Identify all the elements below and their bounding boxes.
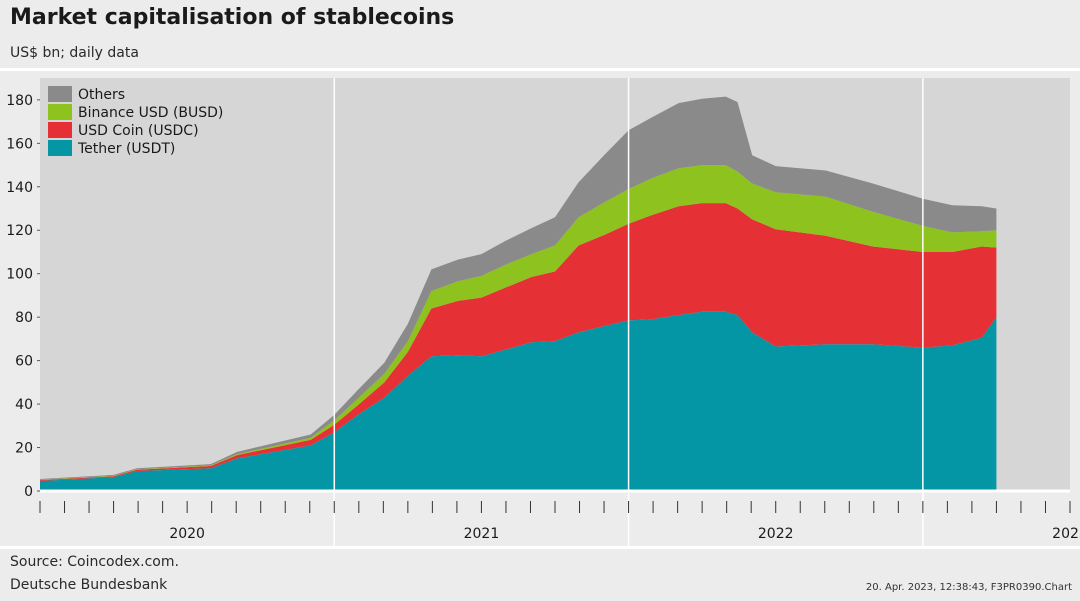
y-tick-label-100: 100 bbox=[6, 267, 33, 283]
legend-label-tether-usdt: Tether (USDT) bbox=[77, 141, 175, 157]
year-gridlines bbox=[40, 78, 1070, 546]
y-tick-label-120: 120 bbox=[6, 223, 33, 239]
y-tick-label-20: 20 bbox=[15, 441, 33, 457]
area-tether-usdt bbox=[40, 311, 997, 491]
legend: Others Binance USD (BUSD) USD Coin (USDC) T… bbox=[48, 86, 223, 157]
area-usd-coin-usdc bbox=[40, 203, 997, 481]
y-tick-label-0: 0 bbox=[24, 484, 33, 500]
y-tick-label-40: 40 bbox=[15, 397, 33, 413]
legend-swatch-binance-usd-busd bbox=[48, 104, 72, 120]
area-series-group bbox=[40, 96, 997, 491]
chart-subtitle: US$ bn; daily data bbox=[10, 45, 139, 61]
y-tick-label-140: 140 bbox=[6, 180, 33, 196]
x-year-label-2021: 2021 bbox=[464, 526, 500, 542]
y-axis: 0 20 40 60 80 100 120 140 160 180 bbox=[6, 93, 40, 500]
legend-label-usd-coin-usdc: USD Coin (USDC) bbox=[78, 123, 199, 139]
y-tick-label-180: 180 bbox=[6, 93, 33, 109]
legend-swatch-usd-coin-usdc bbox=[48, 122, 72, 138]
source-note: Source: Coincodex.com. bbox=[10, 554, 179, 570]
x-axis: 2020 2021 2022 2023 bbox=[39, 501, 1080, 542]
x-year-label-2020: 2020 bbox=[169, 526, 205, 542]
legend-swatch-others bbox=[48, 86, 72, 102]
chart-title: Market capitalisation of stablecoins bbox=[10, 5, 455, 30]
timestamp-stamp: 20. Apr. 2023, 12:38:43, F3PR0390.Chart bbox=[865, 582, 1072, 593]
y-tick-label-160: 160 bbox=[6, 136, 33, 152]
legend-swatch-tether-usdt bbox=[48, 140, 72, 156]
x-year-label-2022: 2022 bbox=[758, 526, 794, 542]
y-tick-label-80: 80 bbox=[15, 310, 33, 326]
x-year-label-2023: 2023 bbox=[1052, 526, 1080, 542]
legend-label-others: Others bbox=[78, 87, 125, 103]
publisher-name: Deutsche Bundesbank bbox=[10, 577, 168, 593]
footer-divider bbox=[0, 546, 1080, 549]
header-divider bbox=[0, 68, 1080, 71]
y-tick-label-60: 60 bbox=[15, 354, 33, 370]
legend-label-binance-usd-busd: Binance USD (BUSD) bbox=[78, 105, 223, 121]
